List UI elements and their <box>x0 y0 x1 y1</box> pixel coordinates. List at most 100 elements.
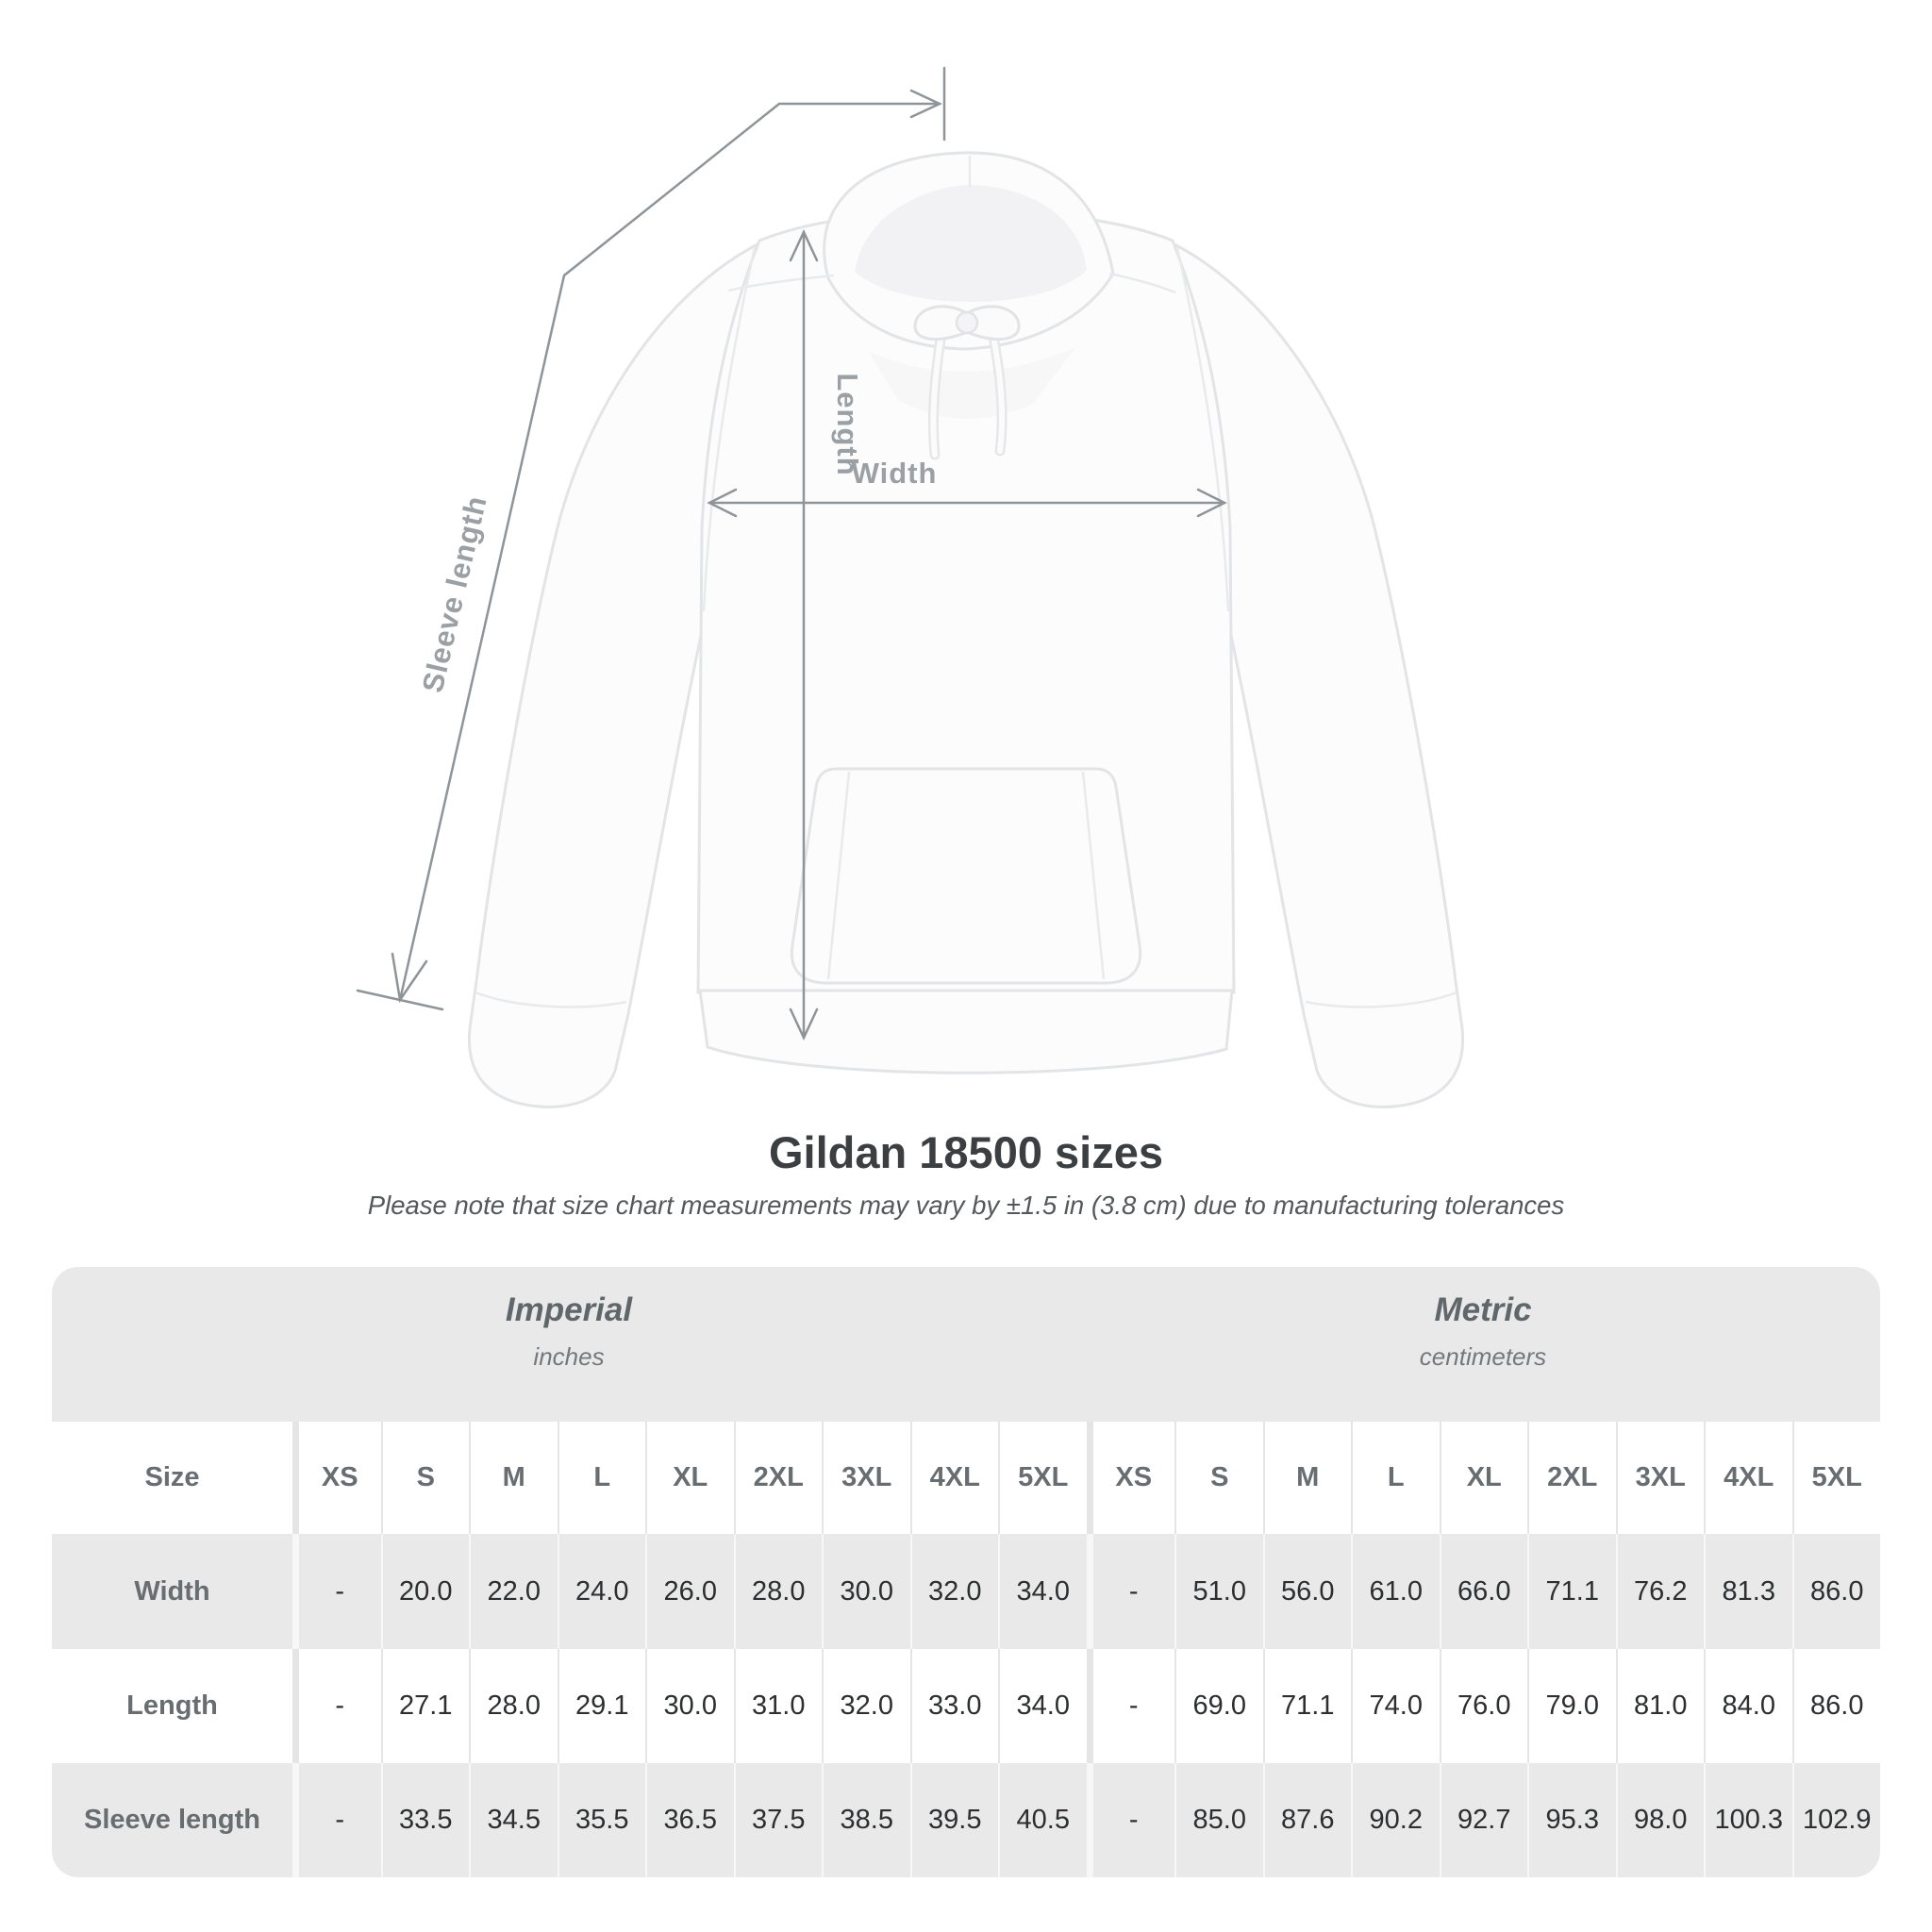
width-label: Width <box>852 457 938 490</box>
unit-group-metric: Metric centimeters <box>1086 1267 1880 1422</box>
value-cell: 28.0 <box>733 1534 823 1649</box>
value-cell: 34.0 <box>998 1649 1087 1763</box>
unit-group-name: Imperial <box>505 1291 633 1328</box>
sleeve-length-bottom-tick <box>356 989 444 1011</box>
value-cell: 81.3 <box>1704 1534 1792 1649</box>
table-row-sleeve-length: Sleeve length -33.5 34.5 35.5 36.5 37.5 38.5 39… <box>52 1763 1880 1877</box>
drawstring-knot <box>955 310 979 335</box>
size-header-cell: 2XL <box>733 1422 823 1534</box>
value-cell: 34.5 <box>469 1763 558 1877</box>
hem-ribbing <box>698 989 1234 1074</box>
table-row-width: Width -20.0 22.0 24.0 26.0 28.0 30.0 32.0 34.0-5… <box>52 1534 1880 1649</box>
row-label: Length <box>126 1690 218 1721</box>
value-cell: 66.0 <box>1439 1534 1528 1649</box>
value-cell: 56.0 <box>1262 1534 1352 1649</box>
right-shoulder-seam <box>1108 272 1176 294</box>
size-column-header: Size <box>144 1462 200 1492</box>
size-header-cell: XL <box>645 1422 734 1534</box>
size-header-cell: XS <box>292 1422 381 1534</box>
value-cell: 38.5 <box>822 1763 910 1877</box>
size-header-cell: S <box>380 1422 470 1534</box>
value-cell: 30.0 <box>645 1649 734 1763</box>
value-cell: 86.0 <box>1791 1534 1881 1649</box>
value-cell: 51.0 <box>1174 1534 1263 1649</box>
value-cell: 92.7 <box>1439 1763 1528 1877</box>
hoodie-diagram: Sleeve length Length Width <box>356 66 1465 1108</box>
value-cell: 95.3 <box>1527 1763 1616 1877</box>
value-cell: - <box>1086 1534 1175 1649</box>
value-cell: 22.0 <box>469 1534 558 1649</box>
value-cell: 33.0 <box>909 1649 999 1763</box>
tolerance-note: Please note that size chart measurements… <box>367 1191 1565 1220</box>
left-armhole-seam <box>702 246 757 612</box>
value-cell: 69.0 <box>1174 1649 1263 1763</box>
kangaroo-pocket <box>790 767 1142 985</box>
size-header-cell: M <box>469 1422 558 1534</box>
left-shoulder-seam <box>727 274 835 292</box>
value-cell: 84.0 <box>1704 1649 1792 1763</box>
size-header-cell: 5XL <box>998 1422 1087 1534</box>
value-cell: 29.1 <box>557 1649 646 1763</box>
title-block: Gildan 18500 sizes Please note that size… <box>0 1128 1932 1221</box>
size-header-cell: L <box>557 1422 646 1534</box>
size-header-cell: 4XL <box>909 1422 999 1534</box>
value-cell: 35.5 <box>557 1763 646 1877</box>
value-cell: 87.6 <box>1262 1763 1352 1877</box>
value-cell: 90.2 <box>1351 1763 1440 1877</box>
value-cell: 40.5 <box>998 1763 1087 1877</box>
value-cell: 71.1 <box>1262 1649 1352 1763</box>
table-row-length: Length -27.1 28.0 29.1 30.0 31.0 32.0 33.0 34.0-… <box>52 1649 1880 1763</box>
unit-group-unit: centimeters <box>1419 1342 1547 1371</box>
value-cell: 39.5 <box>909 1763 999 1877</box>
size-chart-table: Imperial inches Metric centimeters Size X… <box>52 1267 1880 1877</box>
value-cell: 76.2 <box>1615 1534 1705 1649</box>
width-arrowhead-left <box>707 488 738 518</box>
value-cell: - <box>292 1763 381 1877</box>
size-header-cell: XL <box>1439 1422 1528 1534</box>
length-arrowhead-bottom <box>789 1008 819 1041</box>
value-cell: - <box>1086 1649 1175 1763</box>
value-cell: 86.0 <box>1791 1649 1881 1763</box>
value-cell: 71.1 <box>1527 1534 1616 1649</box>
value-cell: 30.0 <box>822 1534 910 1649</box>
value-cell: 76.0 <box>1439 1649 1528 1763</box>
unit-group-unit: inches <box>533 1342 605 1371</box>
value-cell: 85.0 <box>1174 1763 1263 1877</box>
length-label: Length <box>831 373 864 475</box>
table-header-row: Size XS S M L XL 2XL 3XL 4XL 5XL XS S M L XL 2XL 3XL 4XL 5… <box>52 1422 1880 1534</box>
value-cell: 100.3 <box>1704 1763 1792 1877</box>
page-title: Gildan 18500 sizes <box>768 1127 1164 1177</box>
left-cuff-seam <box>475 991 627 1008</box>
length-arrowhead-top <box>789 229 819 262</box>
value-cell: 74.0 <box>1351 1649 1440 1763</box>
right-armhole-seam <box>1175 246 1230 612</box>
size-header-cell: 4XL <box>1704 1422 1792 1534</box>
size-header-cell: 3XL <box>1615 1422 1705 1534</box>
size-header-cell: 5XL <box>1791 1422 1881 1534</box>
value-cell: 26.0 <box>645 1534 734 1649</box>
value-cell: 32.0 <box>822 1649 910 1763</box>
chest-shadow <box>868 347 1075 420</box>
value-cell: - <box>292 1534 381 1649</box>
sleeve-length-dimension-line <box>398 102 941 1002</box>
value-cell: 24.0 <box>557 1534 646 1649</box>
unit-header-band: Imperial inches Metric centimeters <box>52 1267 1880 1422</box>
value-cell: 32.0 <box>909 1534 999 1649</box>
value-cell: 81.0 <box>1615 1649 1705 1763</box>
value-cell: 33.5 <box>380 1763 470 1877</box>
size-header-cell: L <box>1351 1422 1440 1534</box>
pocket-left-stitch <box>826 771 851 980</box>
size-header-cell: 2XL <box>1527 1422 1616 1534</box>
right-cuff-seam <box>1305 991 1457 1008</box>
value-cell: 36.5 <box>645 1763 734 1877</box>
value-cell: 98.0 <box>1615 1763 1705 1877</box>
row-label: Sleeve length <box>84 1805 260 1835</box>
size-header-cell: M <box>1262 1422 1352 1534</box>
unit-group-imperial: Imperial inches <box>52 1267 1086 1422</box>
width-arrowhead-right <box>1196 488 1227 518</box>
value-cell: 34.0 <box>998 1534 1087 1649</box>
hood-opening <box>855 185 1087 303</box>
pocket-right-stitch <box>1081 771 1106 980</box>
size-header-cell: XS <box>1086 1422 1175 1534</box>
